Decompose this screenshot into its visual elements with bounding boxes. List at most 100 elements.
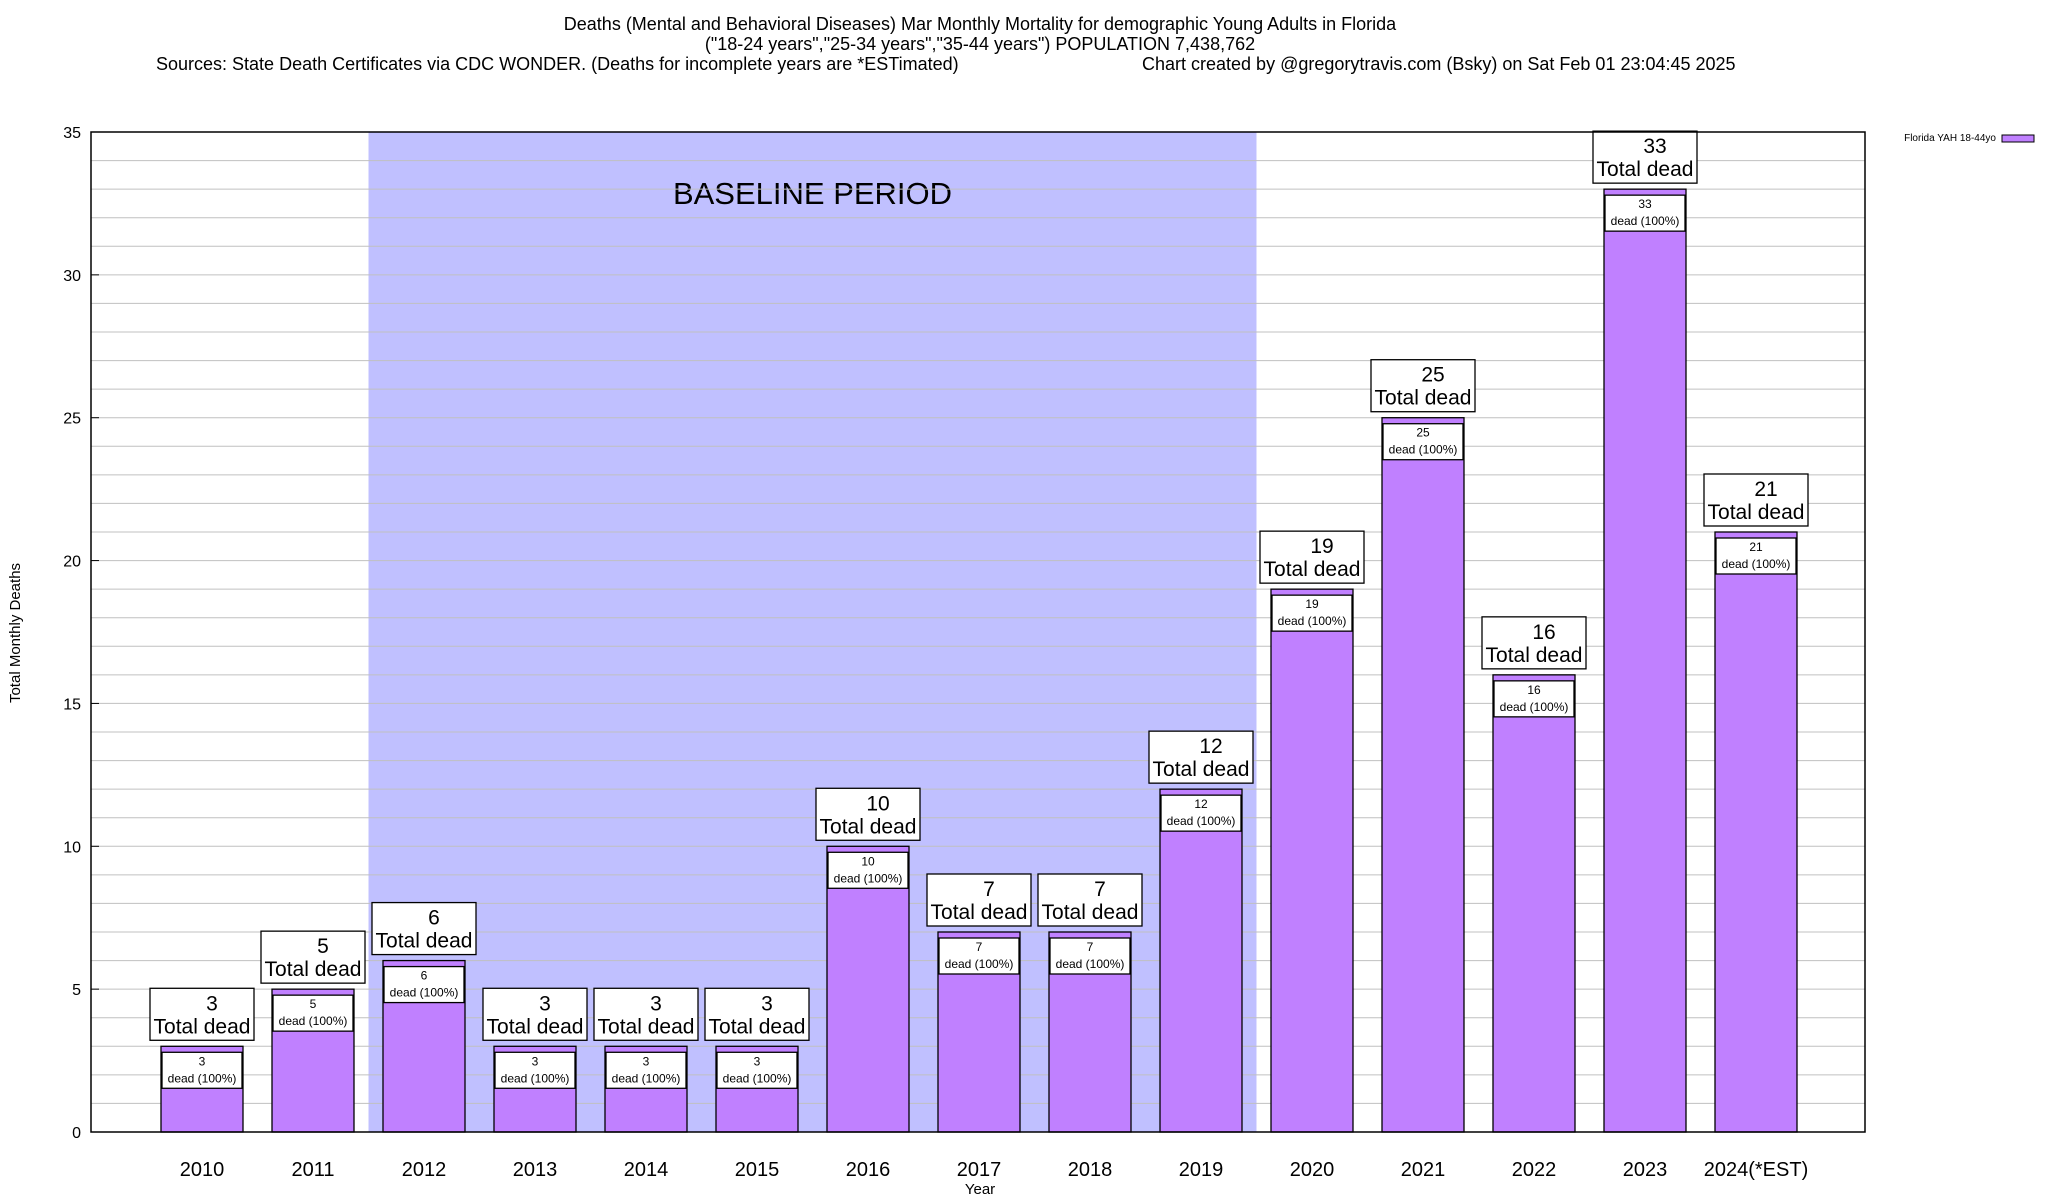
top-label-text: Total dead xyxy=(1264,558,1361,581)
top-label-box xyxy=(371,901,477,956)
inner-label-box xyxy=(1382,423,1464,461)
bar xyxy=(1159,788,1243,1133)
top-label-box xyxy=(1592,130,1698,184)
inner-label-value: 3 xyxy=(643,1054,650,1068)
inner-label-value: 21 xyxy=(1749,540,1763,554)
legend-label: Florida YAH 18-44yo xyxy=(1904,133,1996,144)
inner-label-box xyxy=(1160,794,1242,832)
y-tick-label: 30 xyxy=(63,268,81,285)
bar xyxy=(1270,588,1354,1133)
inner-label-text: dead (100%) xyxy=(1056,957,1125,971)
inner-label-box xyxy=(383,965,465,1004)
inner-label-box xyxy=(1604,194,1686,232)
inner-label-box xyxy=(1715,537,1797,575)
inner-label-text: dead (100%) xyxy=(612,1071,681,1085)
chart-title-line-2: ("18-24 years","25-34 years","35-44 year… xyxy=(705,34,1255,54)
bar xyxy=(1603,188,1687,1133)
inner-label-text: dead (100%) xyxy=(945,957,1014,971)
top-label-text: Total dead xyxy=(709,1015,806,1038)
x-tick-label: 2016 xyxy=(846,1159,891,1181)
inner-label-box xyxy=(494,1051,576,1089)
top-label-value: 3 xyxy=(650,992,662,1015)
x-tick-label: 2021 xyxy=(1401,1159,1446,1181)
top-label-text: Total dead xyxy=(598,1015,695,1038)
x-axis-label: Year xyxy=(965,1181,995,1198)
inner-label-text: dead (100%) xyxy=(1167,814,1236,828)
top-label-box xyxy=(926,873,1032,927)
top-label-box xyxy=(704,987,810,1041)
top-label-value: 7 xyxy=(983,878,995,901)
top-label-box xyxy=(260,930,366,984)
inner-label-text: dead (100%) xyxy=(168,1071,237,1085)
inner-label-value: 3 xyxy=(199,1054,206,1068)
top-label-text: Total dead xyxy=(931,901,1028,924)
inner-label-box xyxy=(827,851,909,889)
inner-label-box xyxy=(1493,680,1575,718)
inner-label-value: 7 xyxy=(1087,940,1094,954)
top-label-text: Total dead xyxy=(1708,501,1805,524)
inner-label-text: dead (100%) xyxy=(1389,443,1458,457)
inner-label-box xyxy=(1271,594,1353,632)
x-tick-label: 2012 xyxy=(402,1159,447,1181)
top-label-box xyxy=(1481,616,1587,670)
inner-label-value: 6 xyxy=(421,969,428,983)
inner-label-value: 19 xyxy=(1305,597,1319,611)
y-axis-label: Total Monthly Deaths xyxy=(7,563,24,703)
top-label-text: Total dead xyxy=(154,1015,251,1038)
bar xyxy=(1714,531,1798,1133)
bar xyxy=(826,845,910,1133)
y-tick-label: 25 xyxy=(63,411,81,428)
inner-label-value: 7 xyxy=(976,940,983,954)
top-label-box xyxy=(1037,873,1143,927)
top-label-box xyxy=(1370,359,1476,413)
inner-label-value: 3 xyxy=(532,1054,539,1068)
bar xyxy=(1492,674,1576,1133)
x-tick-label: 2011 xyxy=(291,1159,334,1181)
top-label-value: 21 xyxy=(1754,478,1777,501)
legend-swatch xyxy=(2001,134,2035,143)
top-label-text: Total dead xyxy=(1375,387,1472,410)
x-tick-label: 2019 xyxy=(1179,1159,1224,1181)
inner-label-text: dead (100%) xyxy=(1611,214,1680,228)
inner-label-box xyxy=(1049,937,1131,975)
top-label-box xyxy=(1703,473,1809,527)
inner-label-text: dead (100%) xyxy=(390,986,459,1000)
inner-label-value: 25 xyxy=(1416,426,1430,440)
x-tick-label: 2014 xyxy=(624,1159,669,1181)
x-tick-label: 2017 xyxy=(957,1159,1002,1181)
top-label-box xyxy=(1259,530,1365,584)
inner-label-text: dead (100%) xyxy=(834,871,903,885)
top-label-text: Total dead xyxy=(1153,758,1250,781)
top-label-text: Total dead xyxy=(487,1015,584,1038)
top-label-value: 6 xyxy=(428,907,440,930)
top-label-box xyxy=(815,787,921,841)
top-label-text: Total dead xyxy=(376,930,473,953)
y-tick-label: 35 xyxy=(63,125,81,142)
baseline-label: BASELINE PERIOD xyxy=(673,176,952,211)
top-label-value: 5 xyxy=(317,935,329,958)
y-tick-label: 20 xyxy=(63,554,81,571)
top-label-text: Total dead xyxy=(1042,901,1139,924)
x-tick-label: 2020 xyxy=(1290,1159,1335,1181)
inner-label-text: dead (100%) xyxy=(1722,557,1791,571)
y-tick-label: 15 xyxy=(63,696,81,713)
inner-label-value: 33 xyxy=(1638,197,1652,211)
chart-credit: Chart created by @gregorytravis.com (Bsk… xyxy=(1142,54,1736,74)
top-label-value: 33 xyxy=(1643,135,1666,158)
y-tick-label: 10 xyxy=(63,839,81,856)
top-label-text: Total dead xyxy=(820,815,917,838)
x-tick-label: 2013 xyxy=(513,1159,558,1181)
bar xyxy=(1381,417,1465,1133)
inner-label-text: dead (100%) xyxy=(501,1071,570,1085)
top-label-box xyxy=(482,987,588,1041)
inner-label-value: 16 xyxy=(1527,683,1541,697)
top-label-value: 10 xyxy=(866,792,889,815)
inner-label-box xyxy=(716,1051,798,1089)
inner-label-box xyxy=(161,1051,243,1089)
top-label-text: Total dead xyxy=(1486,644,1583,667)
inner-label-text: dead (100%) xyxy=(279,1014,348,1028)
inner-label-text: dead (100%) xyxy=(723,1071,792,1085)
y-tick-label: 0 xyxy=(72,1125,81,1142)
inner-label-box xyxy=(938,937,1020,975)
x-tick-label: 2024(*EST) xyxy=(1704,1159,1809,1181)
